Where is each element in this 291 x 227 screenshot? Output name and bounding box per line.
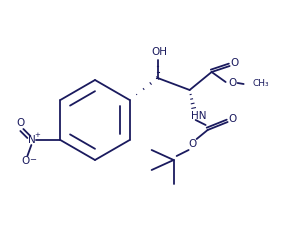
Text: N: N [29, 135, 36, 145]
Text: O: O [189, 139, 197, 149]
Text: O: O [21, 156, 29, 166]
Text: HN: HN [191, 111, 206, 121]
Text: +: + [34, 132, 40, 138]
Text: O: O [228, 114, 237, 124]
Text: OH: OH [152, 47, 168, 57]
Text: O: O [230, 58, 239, 68]
Text: O: O [16, 118, 24, 128]
Text: O: O [228, 78, 237, 88]
Text: −: − [29, 155, 36, 165]
Text: CH₃: CH₃ [253, 79, 269, 89]
